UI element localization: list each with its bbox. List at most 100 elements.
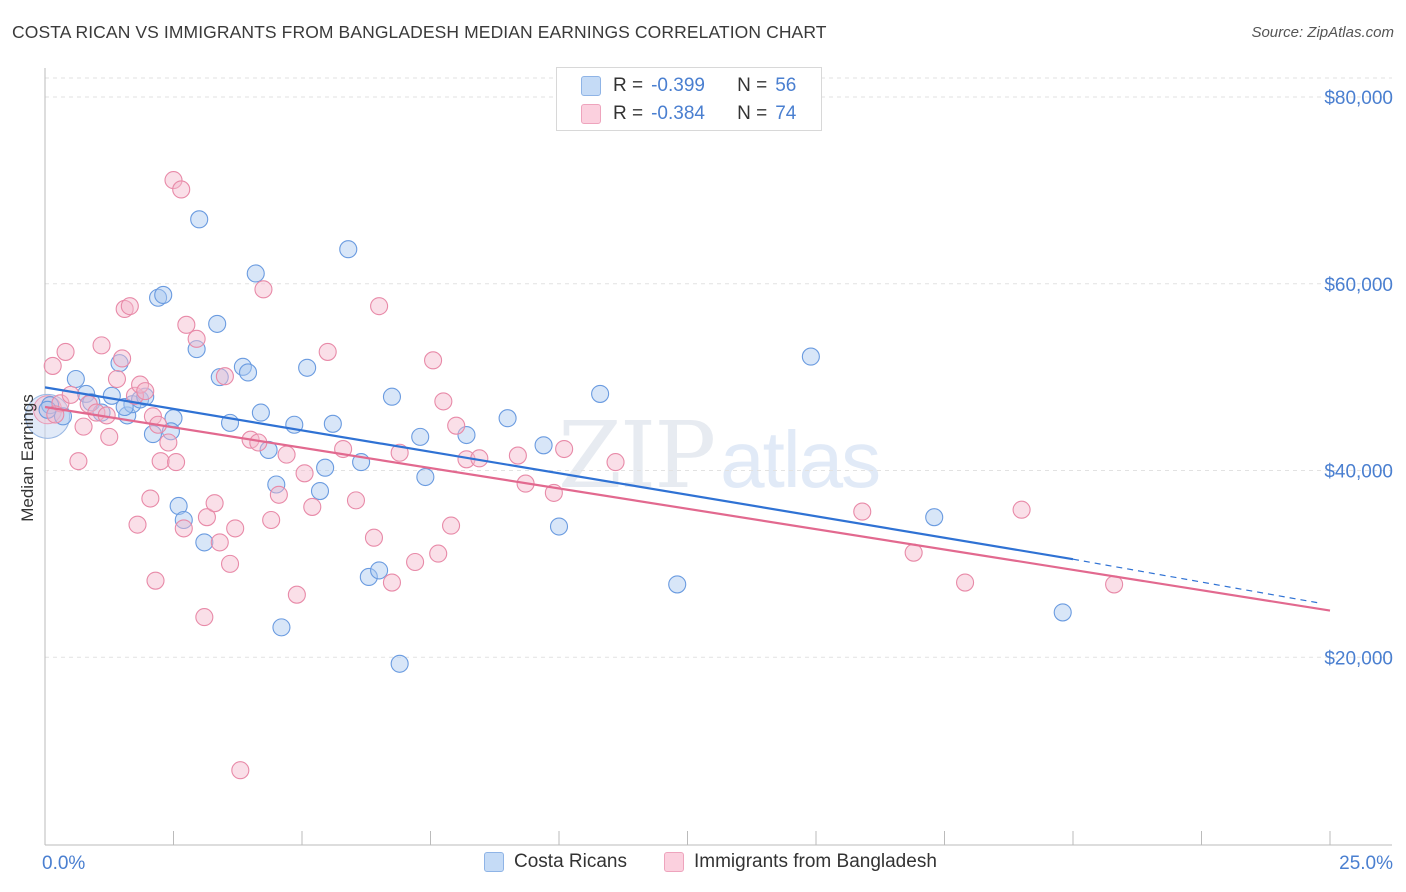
point-bangladesh — [434, 392, 453, 411]
trend-lines — [44, 386, 1331, 612]
point-bangladesh — [141, 489, 160, 508]
point-bangladesh — [74, 417, 93, 436]
point-bangladesh — [167, 453, 186, 472]
point-bangladesh — [424, 351, 443, 370]
point-costa-rican — [190, 210, 209, 229]
chart-title: COSTA RICAN VS IMMIGRANTS FROM BANGLADES… — [12, 22, 827, 42]
x-tick-label-max: 25.0% — [1339, 853, 1393, 874]
point-bangladesh — [1105, 575, 1124, 594]
point-bangladesh — [136, 382, 155, 401]
point-costa-rican — [416, 467, 435, 487]
point-bangladesh — [113, 349, 132, 368]
point-bangladesh — [205, 494, 224, 513]
point-costa-rican — [210, 368, 229, 387]
y-tick-label: $60,000 — [1324, 275, 1393, 296]
point-costa-rican — [370, 561, 389, 580]
legend-r-value: -0.399 — [651, 75, 705, 96]
bottom-legend-costa-ricans: Costa Ricans — [484, 851, 627, 873]
point-costa-rican — [143, 425, 162, 444]
legend-row-costa-ricans: R = -0.399 N = 56 — [581, 72, 796, 100]
point-bangladesh — [508, 446, 527, 465]
point-bangladesh — [295, 464, 314, 483]
point-bangladesh — [146, 571, 165, 590]
point-bangladesh — [904, 543, 923, 562]
point-bangladesh — [120, 297, 139, 316]
point-bangladesh — [406, 552, 425, 572]
point-bangladesh — [215, 367, 234, 386]
point-bangladesh — [429, 544, 448, 563]
point-bangladesh — [853, 502, 872, 521]
correlation-legend: R = -0.399 N = 56 R = -0.384 N = 74 — [556, 67, 822, 131]
point-bangladesh — [606, 453, 625, 472]
point-bangladesh — [555, 439, 574, 459]
axes — [44, 68, 1392, 846]
point-bangladesh — [277, 445, 296, 464]
point-costa-rican — [390, 654, 409, 673]
point-costa-rican — [457, 425, 476, 445]
x-tick-label-min: 0.0% — [42, 853, 85, 874]
point-bangladesh — [100, 427, 119, 446]
trend-line-costa-ricans — [44, 386, 1074, 561]
bottom-swatch-blue — [484, 852, 504, 872]
point-bangladesh — [364, 528, 384, 547]
legend-r-value: -0.384 — [651, 103, 705, 124]
point-bangladesh — [231, 761, 250, 780]
point-costa-rican — [251, 403, 270, 422]
point-costa-rican — [339, 240, 358, 259]
point-costa-rican — [534, 436, 553, 455]
watermark: ZIPatlas — [558, 402, 881, 509]
point-bangladesh — [43, 356, 62, 375]
point-costa-rican — [359, 567, 378, 586]
watermark-atlas: atlas — [720, 415, 881, 504]
bottom-swatch-pink — [664, 852, 684, 872]
point-costa-rican — [246, 264, 265, 283]
legend-row-bangladesh: R = -0.384 N = 74 — [581, 100, 796, 128]
point-bangladesh — [370, 297, 389, 316]
legend-r-label: R = — [613, 103, 644, 124]
point-bangladesh — [318, 342, 337, 361]
point-bangladesh — [262, 510, 281, 530]
point-bangladesh — [269, 485, 288, 504]
point-bangladesh — [56, 342, 75, 361]
legend-n-label: N = — [737, 75, 768, 96]
point-bangladesh — [303, 497, 322, 516]
point-bangladesh — [254, 280, 273, 299]
legend-swatch-blue — [581, 76, 601, 96]
point-bangladesh — [69, 452, 88, 471]
trend-line-bangladesh — [44, 405, 1331, 612]
y-tick-label: $80,000 — [1324, 88, 1393, 109]
y-tick-label: $20,000 — [1324, 648, 1393, 669]
point-bangladesh — [220, 554, 240, 573]
point-costa-rican — [233, 357, 252, 376]
point-costa-rican — [310, 481, 330, 501]
point-costa-rican — [668, 575, 687, 594]
point-bangladesh — [1012, 500, 1031, 519]
point-bangladesh — [382, 573, 402, 592]
point-bangladesh — [287, 585, 306, 604]
point-costa-rican — [498, 409, 517, 428]
point-bangladesh — [177, 315, 196, 334]
source-label: Source: ZipAtlas.com — [1251, 24, 1394, 41]
point-bangladesh — [92, 336, 111, 355]
point-costa-rican — [208, 314, 227, 333]
point-bangladesh — [174, 519, 193, 538]
point-bangladesh — [151, 452, 170, 471]
point-costa-rican — [187, 340, 206, 359]
point-costa-rican — [591, 384, 610, 403]
watermark-zip: ZIP — [558, 402, 716, 509]
point-bangladesh — [172, 180, 191, 199]
point-costa-rican — [115, 397, 134, 417]
point-bangladesh — [125, 386, 144, 405]
point-bangladesh — [107, 369, 127, 389]
y-tick-label: $40,000 — [1324, 462, 1393, 483]
point-costa-rican — [169, 496, 188, 516]
point-costa-rican — [110, 354, 129, 373]
data-points — [25, 171, 1124, 780]
bottom-legend-label: Immigrants from Bangladesh — [694, 851, 937, 872]
legend-swatch-pink — [581, 104, 601, 124]
point-costa-rican — [272, 618, 291, 637]
legend-r-label: R = — [613, 75, 644, 96]
point-costa-rican — [801, 347, 820, 366]
point-costa-rican — [195, 533, 214, 552]
